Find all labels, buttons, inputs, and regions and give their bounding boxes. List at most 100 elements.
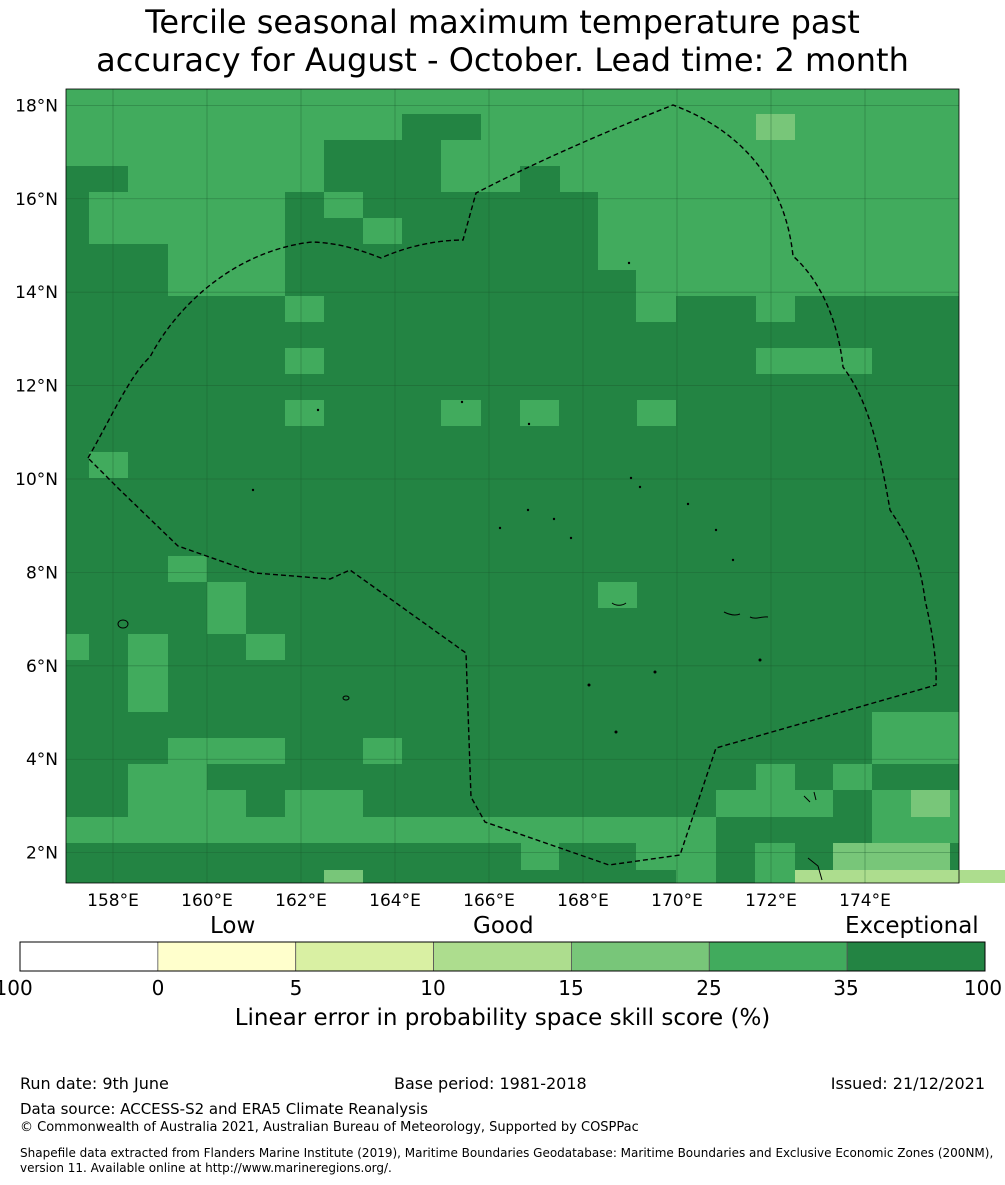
skill-cell: [128, 634, 168, 712]
skill-cell: [285, 348, 324, 374]
skill-cell: [872, 712, 959, 764]
skill-cell: [520, 166, 559, 192]
latitude-label: 16°N: [15, 190, 58, 210]
latitude-label: 10°N: [15, 470, 58, 490]
skill-cell: [950, 712, 959, 738]
skill-cell: [66, 192, 89, 244]
skill-cell: [285, 400, 324, 426]
colorbar-tick: -100: [0, 976, 33, 1000]
latitude-label: 8°N: [26, 563, 58, 583]
longitude-label: 158°E: [87, 891, 139, 911]
skill-cell: [66, 817, 716, 843]
skill-cell: [168, 244, 285, 270]
skill-cell: [521, 843, 559, 870]
colorbar: [19, 941, 986, 972]
colorbar-tick: 35: [833, 976, 859, 1000]
skill-cell: [285, 296, 324, 322]
data-source: Data source: ACCESS-S2 and ERA5 Climate …: [20, 1100, 428, 1118]
skill-cell: [755, 843, 795, 883]
longitude-label: 172°E: [745, 891, 797, 911]
eez-boundary: [87, 104, 937, 866]
colorbar-segment: [295, 941, 434, 972]
skill-cell: [756, 296, 795, 322]
colorbar-segment: [846, 941, 986, 972]
colorbar-segment: [571, 941, 710, 972]
skill-cell: [66, 634, 89, 660]
colorbar-segment: [157, 941, 297, 972]
skill-cell: [716, 843, 755, 870]
graticule: [66, 89, 959, 883]
skill-cell: [363, 218, 402, 244]
skill-cell: [128, 166, 324, 192]
skill-cell: [324, 140, 441, 166]
longitude-label: 160°E: [181, 891, 233, 911]
longitude-label: 168°E: [557, 891, 609, 911]
skill-cell: [598, 582, 637, 608]
map-title-line-1: Tercile seasonal maximum temperature pas…: [145, 3, 860, 41]
skill-cell: [676, 817, 716, 883]
island-outlines: [117, 261, 823, 881]
latitude-labels: 18°N 16°N 14°N 12°N 10°N 8°N 6°N 4°N 2°N: [15, 96, 58, 863]
issued-date: Issued: 21/12/2021: [830, 1074, 985, 1093]
skill-cell: [520, 400, 559, 426]
skill-cell: [756, 764, 795, 790]
colorbar-title: Linear error in probability space skill …: [234, 1005, 771, 1031]
latitude-label: 6°N: [26, 657, 58, 677]
longitude-label: 164°E: [369, 891, 421, 911]
skill-cell: [207, 582, 246, 634]
skill-cell: [441, 166, 521, 192]
colorbar-tick: 100: [963, 976, 1003, 1000]
skill-grid: [66, 89, 1005, 883]
skill-cell: [66, 244, 168, 296]
latitude-label: 18°N: [15, 96, 58, 116]
skill-map: 18°N 16°N 14°N 12°N 10°N 8°N 6°N 4°N 2°N 158°E 16…: [15, 88, 1005, 972]
latitude-label: 14°N: [15, 283, 58, 303]
colorbar-exceptional-label: Exceptional: [845, 913, 979, 939]
copyright-notice: © Commonwealth of Australia 2021, Austra…: [20, 1120, 639, 1135]
skill-cell: [636, 296, 676, 322]
skill-cell: [795, 870, 1005, 883]
skill-cell: [402, 114, 481, 140]
skill-cell: [833, 790, 872, 817]
skill-cell: [833, 843, 950, 870]
longitude-label: 162°E: [275, 891, 327, 911]
colorbar-segment: [433, 941, 572, 972]
skill-cell: [246, 790, 285, 817]
latitude-label: 2°N: [26, 844, 58, 864]
colorbar-good-label: Good: [473, 913, 534, 939]
skill-cell: [637, 400, 676, 426]
shapefile-credit: Shapefile data extracted from Flanders M…: [20, 1146, 994, 1175]
longitude-label: 166°E: [463, 891, 515, 911]
latitude-label: 4°N: [26, 750, 58, 770]
colorbar-tick: 10: [420, 976, 446, 1000]
skill-cell: [716, 790, 833, 817]
longitude-labels: 158°E 160°E 162°E 164°E 166°E 168°E 170°E 172°E…: [87, 891, 891, 911]
skill-cell: [833, 764, 872, 790]
skill-cell: [756, 114, 795, 140]
skill-cell: [285, 790, 363, 817]
skill-cell: [363, 166, 402, 192]
skill-cell: [441, 870, 481, 883]
longitude-label: 174°E: [839, 891, 891, 911]
skill-cell: [66, 89, 959, 166]
colorbar-segment: [708, 941, 848, 972]
skill-cell: [168, 556, 207, 582]
skill-cell: [246, 634, 285, 660]
skill-cell: [441, 400, 481, 426]
colorbar-segment: [19, 941, 159, 972]
skill-cell: [89, 192, 285, 244]
colorbar-tick: 25: [696, 976, 722, 1000]
skill-cell: [560, 166, 959, 192]
run-date: Run date: 9th June: [20, 1074, 169, 1093]
longitude-label: 170°E: [651, 891, 703, 911]
skill-cell: [324, 870, 363, 883]
colorbar-tick: 5: [289, 976, 303, 1000]
map-title-line-2: accuracy for August - October. Lead time…: [96, 41, 909, 79]
skill-cell: [911, 790, 950, 817]
colorbar-low-label: Low: [210, 913, 256, 939]
skill-cell: [872, 817, 959, 843]
base-period: Base period: 1981-2018: [394, 1074, 587, 1093]
skill-cell: [636, 270, 959, 296]
skill-cell: [756, 348, 872, 374]
skill-cell: [285, 192, 324, 218]
